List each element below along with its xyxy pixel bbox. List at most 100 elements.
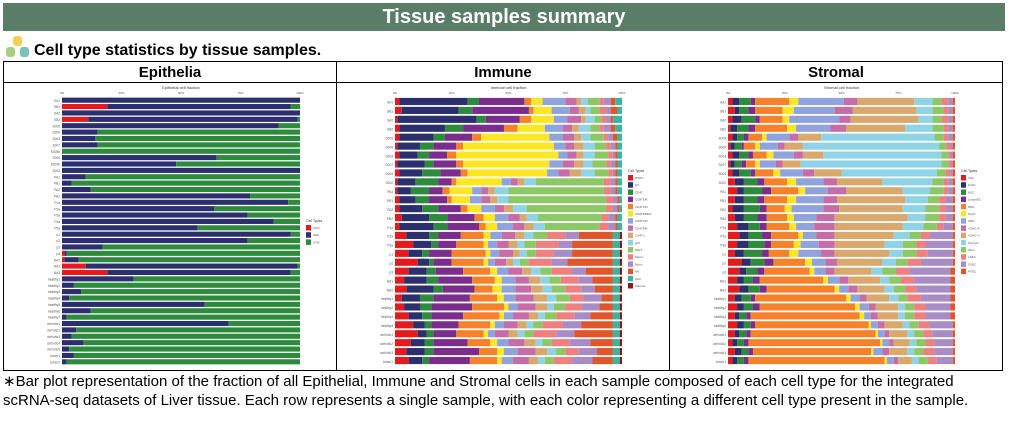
bar-segment-hsc: [741, 115, 756, 123]
legend-swatch: [306, 232, 311, 238]
bar-segment-cd4tem: [517, 348, 536, 356]
bar-segment-lsec: [945, 169, 951, 177]
bar-segment-cd8temra: [497, 294, 504, 302]
bar-segment-fibro: [909, 231, 921, 240]
bar-segment-cd8tcm: [501, 356, 514, 365]
bar-segment-cd4tem: [515, 294, 534, 302]
bar-segment-smc: [773, 151, 794, 159]
bar-segment-fibro: [925, 214, 940, 222]
axis-tick-label: 75%: [895, 91, 901, 95]
bar-segment-mait: [540, 267, 552, 275]
bar-segment-smc: [780, 169, 803, 177]
legend-swatch: [628, 254, 633, 260]
bar-segment-vsmc-v: [884, 321, 903, 329]
bar-segment-macro: [556, 312, 575, 320]
sample-label: S002: [719, 181, 727, 185]
bar-segment-hsc: [748, 231, 763, 240]
bar-segment-myof: [823, 276, 828, 284]
bar-segment-cd8tcm: [542, 97, 566, 106]
bar-segment-cd8tem: [442, 285, 475, 293]
sample-label: SA1: [720, 101, 726, 105]
bar-segment-msc: [766, 214, 788, 222]
bar-segment-pvec: [952, 356, 955, 365]
bar-segment-cd8tcm: [547, 169, 559, 177]
bar-segment-cd8tcm: [490, 231, 502, 240]
bar-segment-cvec: [948, 115, 953, 123]
bar-segment-pericyte: [893, 231, 910, 240]
bar-segment-cd4t: [422, 356, 430, 365]
bar-segment-pericyte: [884, 285, 894, 293]
bar-segment-mono: [569, 339, 591, 347]
bar-segment-endc: [739, 267, 747, 275]
bar-segment-myof: [793, 240, 801, 248]
sample-label: cirrhotic2: [713, 342, 726, 346]
bar-segment-fibro: [902, 240, 917, 248]
bar-segment-vsmc-a: [882, 348, 890, 356]
bar-segment-dc: [413, 321, 425, 329]
bar-segment-hsc: [737, 133, 744, 141]
bar-segment-stm: [73, 282, 301, 288]
bar-segment-mait: [508, 187, 604, 195]
bar-segment-vsmc-v: [866, 294, 890, 302]
bar-segment-gdt: [497, 196, 509, 204]
bar-segment-msc: [748, 356, 885, 365]
bar-segment-stm: [69, 295, 300, 301]
bar-segment-dc: [408, 267, 427, 275]
bar-segment-vsmc-v: [834, 240, 885, 248]
bar-segment-lsec: [948, 160, 951, 168]
bar-segment-msc: [750, 330, 876, 338]
bar-segment-macro: [569, 294, 584, 302]
bar-segment-b-nkt: [395, 258, 418, 266]
sample-label: healthy7: [48, 316, 60, 320]
bar-segment-pvec: [950, 303, 955, 311]
bar-segment-cd4tn: [524, 222, 534, 231]
bar-segment-cd4tn: [528, 312, 539, 320]
bar-segment-pvec: [952, 187, 955, 195]
sample-label: cirrhotic3: [47, 335, 60, 339]
bar-segment-hep: [64, 250, 67, 256]
bar-segment-dc: [397, 142, 420, 150]
bar-segment-b-nkt: [395, 303, 405, 311]
bar-segment-mono: [612, 151, 616, 159]
bar-segment-cd8temra: [499, 312, 504, 320]
bar-segment-cd4tn: [581, 115, 586, 123]
legend-swatch: [628, 189, 633, 195]
bar-segment-hsc: [743, 214, 758, 222]
bar-segment-pdc: [612, 339, 620, 347]
bar-segment-fibro: [905, 303, 915, 311]
bar-segment-caf: [728, 330, 735, 338]
sample-label: P3a: [720, 244, 726, 248]
bar-segment-lsec: [900, 276, 915, 284]
bar-segment-gdt: [585, 106, 591, 114]
bar-segment-pvec: [952, 142, 955, 150]
bar-segment-mono: [565, 231, 579, 240]
bar-segment-msc: [755, 169, 774, 177]
bar-segment-msc: [771, 187, 799, 195]
bar-segment-pdc: [617, 214, 622, 222]
sample-label: NA2: [54, 265, 60, 269]
bar-segment-macro: [535, 249, 554, 257]
bar-segment-cd8tcm: [549, 160, 563, 168]
bar-segment-hsc: [741, 294, 751, 302]
bar-segment-stm: [66, 250, 300, 256]
bar-segment-myof: [787, 178, 797, 186]
sample-label: S005b: [51, 150, 60, 154]
bar-segment-cd4t: [410, 187, 430, 195]
bar-segment-pericyte: [841, 169, 937, 177]
bar-segment-nk: [601, 294, 613, 302]
bar-segment-cd4tem: [510, 178, 518, 186]
bar-segment-cd4t: [458, 106, 473, 114]
bar-segment-pdc: [617, 142, 622, 150]
bar-segment-cd4t: [422, 312, 432, 320]
bar-segment-cd8temra: [485, 249, 491, 257]
bar-segment-cd8tcm: [503, 348, 518, 356]
sample-label: P1a: [720, 226, 726, 230]
bar-segment-smc: [814, 267, 826, 275]
bar-segment-nk: [599, 303, 613, 311]
bar-segment-endc: [730, 142, 735, 150]
bar-segment-fibro: [902, 249, 917, 257]
bar-segment-cd4tcm: [458, 321, 491, 329]
bar-segment-myof: [784, 205, 792, 213]
bar-segment-mono: [610, 142, 616, 150]
sample-label: healthy4: [381, 324, 393, 328]
